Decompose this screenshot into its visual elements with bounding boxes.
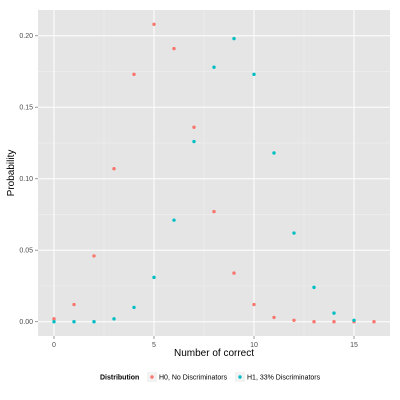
point-series-1	[252, 302, 256, 307]
data-points	[52, 22, 376, 324]
point-series-2	[72, 320, 76, 324]
point-series-2	[112, 317, 116, 321]
y-tick-label: 0.05	[19, 248, 33, 255]
y-tick-label: 0.10	[19, 176, 33, 183]
legend-key-point	[150, 375, 154, 379]
y-axis-title: Probability	[6, 150, 17, 197]
point-series-2	[272, 151, 276, 155]
point-series-2	[352, 318, 356, 322]
point-series-1	[152, 22, 156, 26]
legend-label: H1, 33% Discriminators	[247, 375, 321, 382]
point-series-1	[92, 254, 96, 258]
point-series-2	[252, 72, 256, 77]
point-series-1	[172, 46, 176, 51]
point-series-1	[332, 320, 336, 324]
point-series-2	[192, 139, 196, 144]
legend-title: Distribution	[100, 375, 139, 382]
point-series-2	[332, 311, 336, 315]
point-series-1	[52, 317, 56, 321]
point-series-1	[372, 320, 376, 324]
point-series-2	[132, 305, 136, 310]
point-series-2	[292, 231, 296, 235]
point-series-1	[312, 320, 316, 324]
legend: Distribution H0, No Discriminators H1, 33…	[100, 372, 321, 382]
y-tick-label: 0.20	[19, 33, 33, 40]
point-series-1	[212, 209, 216, 214]
point-series-2	[212, 65, 216, 69]
legend-items: H0, No Discriminators H1, 33% Discriminat…	[147, 372, 321, 382]
point-series-2	[232, 36, 236, 41]
y-tick-label: 0.00	[19, 319, 33, 326]
point-series-1	[272, 315, 276, 320]
plot-panel	[38, 10, 390, 336]
x-axis-title: Number of correct	[174, 348, 254, 359]
point-series-1	[192, 125, 196, 129]
x-tick-label: 10	[250, 342, 258, 349]
y-tick-label: 0.15	[19, 105, 33, 112]
point-series-2	[312, 285, 316, 290]
axis-ticks: 0 5 10 15 0.00 0.05 0.10 0.15 0.20	[19, 33, 358, 349]
point-series-2	[92, 320, 96, 324]
point-series-1	[292, 318, 296, 322]
legend-key-point	[238, 375, 242, 379]
point-series-1	[132, 72, 136, 77]
point-series-2	[52, 320, 56, 324]
x-tick-label: 0	[52, 342, 56, 349]
x-tick-label: 5	[152, 342, 156, 349]
point-series-2	[152, 275, 156, 280]
point-series-1	[72, 302, 76, 307]
grid-lines	[38, 10, 390, 336]
point-series-1	[232, 271, 236, 275]
x-tick-label: 15	[350, 342, 358, 349]
point-series-1	[112, 167, 116, 171]
point-series-2	[172, 218, 176, 222]
legend-label: H0, No Discriminators	[159, 375, 228, 382]
